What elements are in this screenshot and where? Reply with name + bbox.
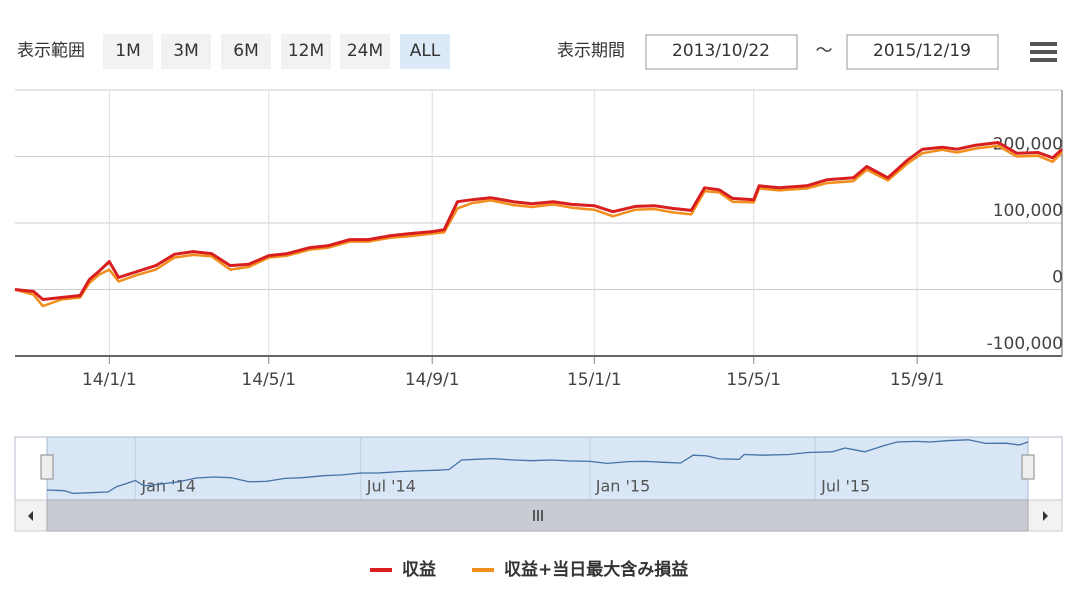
range-button-label: 3M <box>173 41 198 61</box>
range-button-label: 1M <box>115 41 140 61</box>
range-button-label: ALL <box>410 41 441 61</box>
legend-label: 収益+当日最大含み損益 <box>504 559 688 580</box>
x-tick-label: 14/1/1 <box>82 370 137 390</box>
y-tick-label: 0 <box>1052 268 1063 288</box>
navigator-tick-label: Jul '15 <box>820 477 870 496</box>
navigator-line <box>46 439 1029 495</box>
range-label: 表示範囲 <box>17 41 85 61</box>
navigator-handle[interactable] <box>1021 454 1035 480</box>
x-tick-label: 15/1/1 <box>567 370 622 390</box>
start-date: 2013/10/22 <box>672 41 770 61</box>
period-label: 表示期間 <box>557 41 625 61</box>
range-button-label: 24M <box>347 41 383 61</box>
range-button-label: 6M <box>233 41 258 61</box>
range-button-label: 12M <box>288 41 324 61</box>
scrollbar-grip <box>533 510 543 521</box>
range-button[interactable] <box>281 34 331 69</box>
end-date: 2015/12/19 <box>873 41 971 61</box>
legend-label: 収益 <box>402 559 436 580</box>
x-tick-label: 15/5/1 <box>726 370 781 390</box>
series-line <box>14 144 1063 308</box>
menu-icon[interactable] <box>1030 42 1057 62</box>
navigator-selection[interactable] <box>46 436 1029 501</box>
separator: ～ <box>816 41 833 61</box>
range-button[interactable] <box>161 34 211 69</box>
y-tick-label: -100,000 <box>987 334 1063 354</box>
navigator-handle[interactable] <box>40 454 54 480</box>
x-tick-label: 14/9/1 <box>405 370 460 390</box>
start-input[interactable] <box>645 34 798 70</box>
series-line <box>14 141 1064 301</box>
scroll-left[interactable] <box>28 511 33 521</box>
end-input[interactable] <box>846 34 999 70</box>
range-button[interactable] <box>400 34 450 69</box>
navigator-tick-label: Jan '15 <box>595 477 651 496</box>
range-button[interactable] <box>221 34 271 69</box>
scroll-right[interactable] <box>1043 511 1048 521</box>
x-tick-label: 14/5/1 <box>241 370 296 390</box>
navigator-tick-label: Jul '14 <box>366 477 416 496</box>
range-button[interactable] <box>340 34 390 69</box>
y-tick-label: 100,000 <box>993 201 1063 221</box>
range-button[interactable] <box>103 34 153 69</box>
x-tick-label: 15/9/1 <box>890 370 945 390</box>
